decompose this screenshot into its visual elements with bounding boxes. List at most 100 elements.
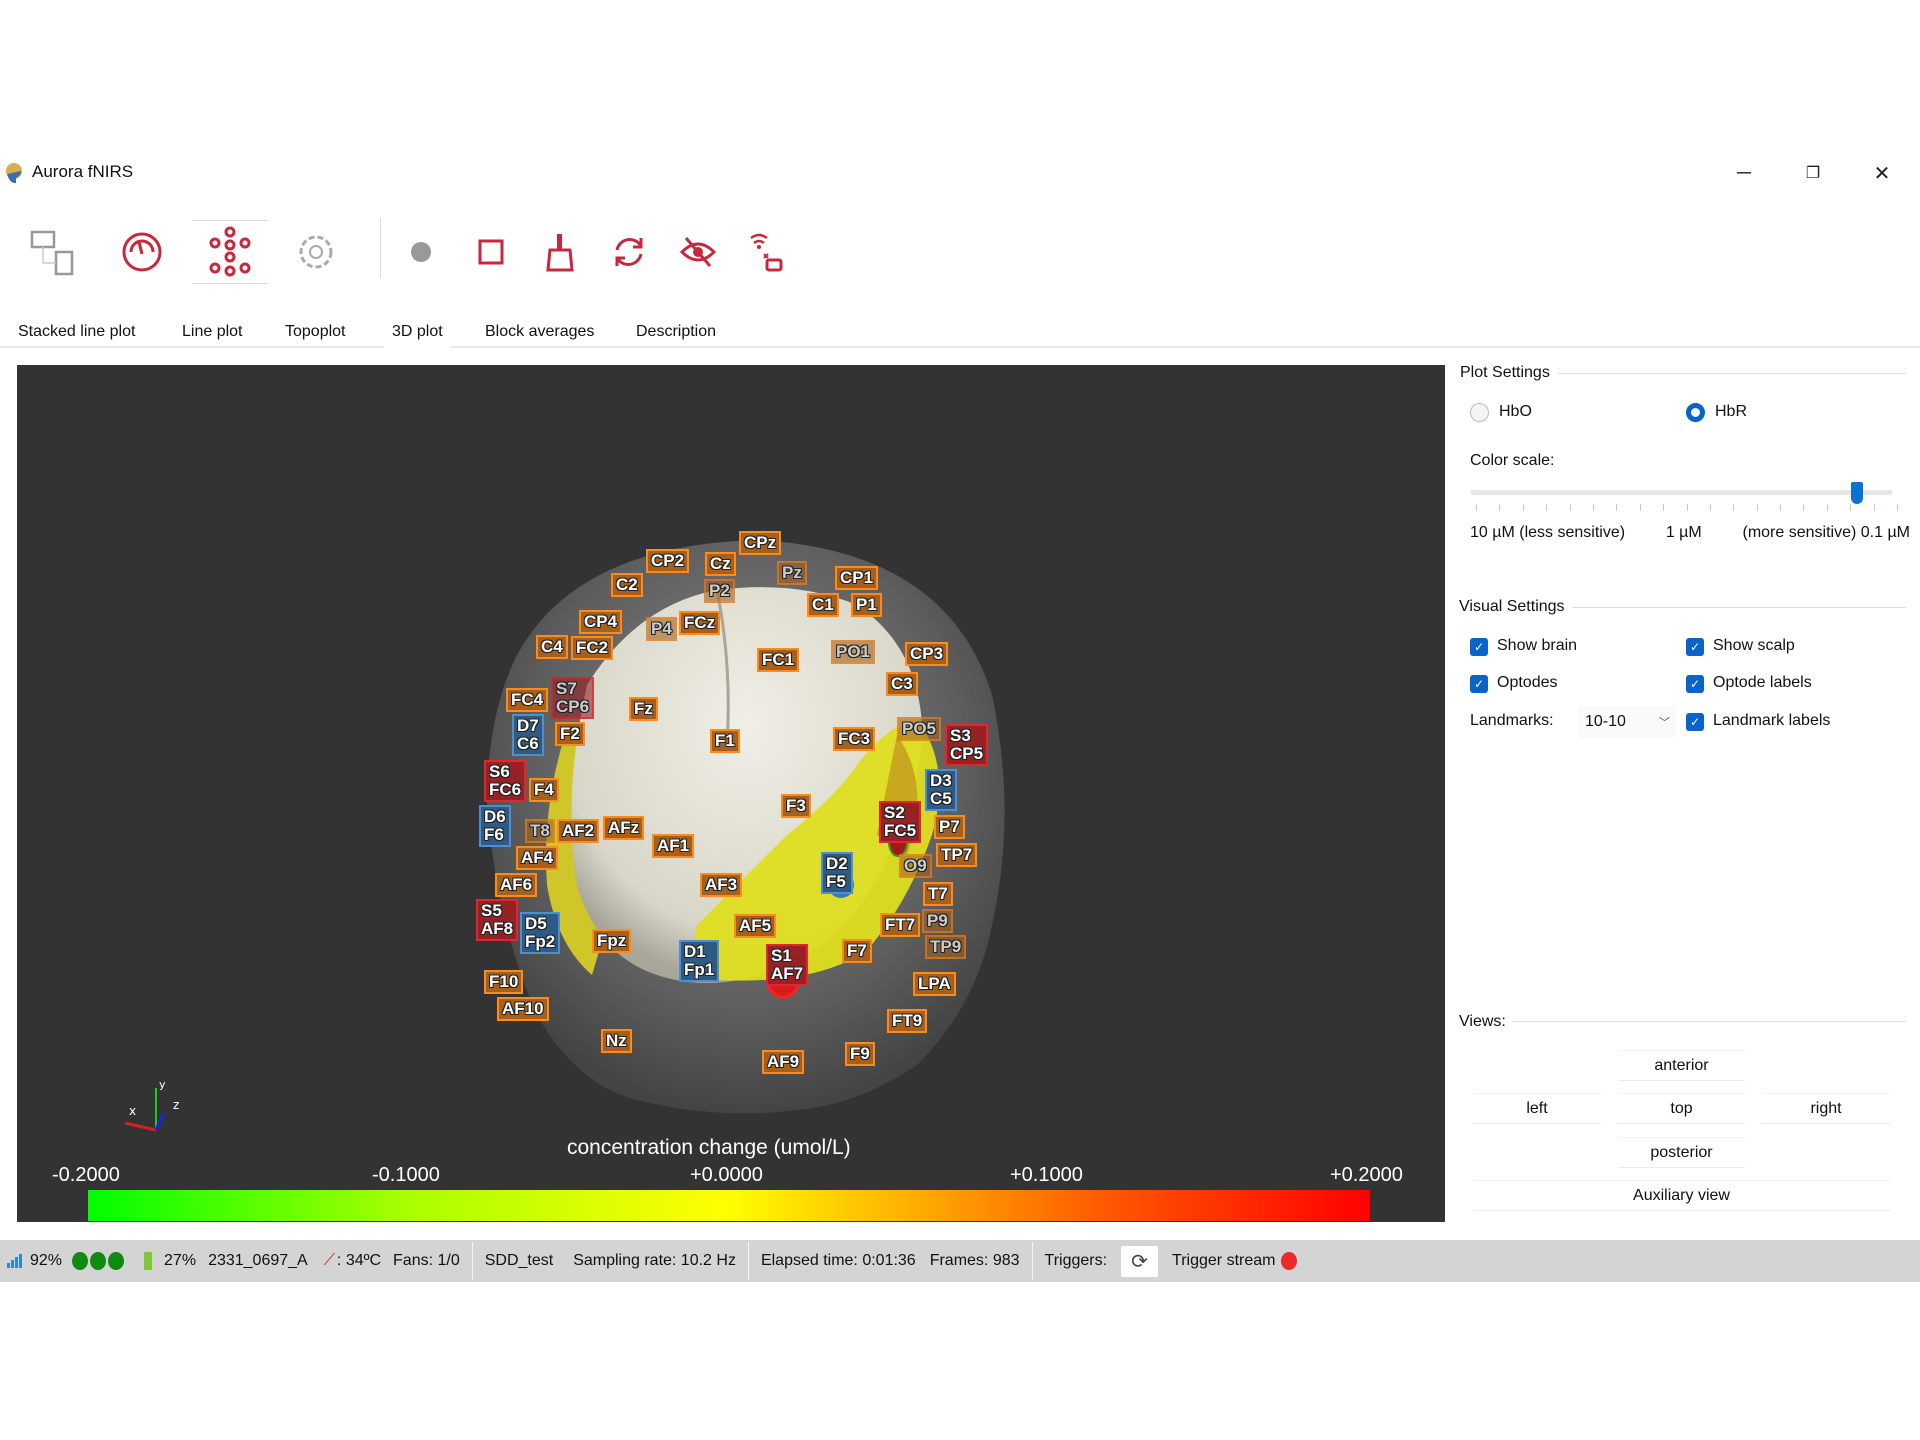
- landmark-label: C2: [611, 573, 643, 597]
- label-text: F3: [786, 796, 806, 815]
- label-text: C5: [930, 789, 952, 808]
- landmark-label: F1: [710, 729, 740, 753]
- divider: [1572, 607, 1906, 608]
- label-text: CP2: [651, 551, 685, 570]
- tab-stacked-line-plot[interactable]: Stacked line plot: [18, 323, 136, 340]
- label-text: TP9: [930, 937, 962, 956]
- landmark-labels-checkbox[interactable]: ✓: [1686, 713, 1704, 731]
- landmark-label: FC2: [571, 636, 614, 660]
- status-dot-icon: [72, 1252, 89, 1270]
- battery-icon: [144, 1252, 153, 1270]
- fans: Fans: 1/0: [393, 1252, 460, 1269]
- landmark-label: C3: [886, 672, 918, 696]
- label-text: Pz: [782, 563, 802, 582]
- optode-labels-checkbox[interactable]: ✓: [1686, 675, 1704, 693]
- label-text: Fp1: [684, 960, 715, 979]
- network-nodes-button[interactable]: [192, 220, 268, 284]
- clear-button[interactable]: [528, 220, 592, 284]
- disconnect-button[interactable]: [735, 220, 799, 284]
- label-text: O9: [904, 856, 927, 875]
- label-text: AF3: [705, 875, 738, 894]
- settings-button[interactable]: [284, 220, 348, 284]
- color-scale-slider-track[interactable]: [1471, 490, 1892, 495]
- optode-labels-label: Optode labels: [1713, 674, 1812, 691]
- view-top-button[interactable]: top: [1618, 1093, 1745, 1124]
- label-text: C2: [616, 575, 638, 594]
- trigger-stream-indicator: [1281, 1252, 1298, 1270]
- minimize-button[interactable]: ─: [1724, 158, 1764, 188]
- restore-button[interactable]: ❐: [1793, 158, 1833, 188]
- landmark-label: T7: [923, 882, 953, 906]
- landmarks-dropdown[interactable]: 10-10 ﹀: [1578, 706, 1676, 738]
- landmark-label: Fz: [629, 697, 658, 721]
- stop-button[interactable]: [459, 220, 523, 284]
- label-text: FC6: [489, 780, 522, 799]
- label-text: FT7: [885, 915, 916, 934]
- close-button[interactable]: ✕: [1862, 158, 1902, 188]
- status-separator: [471, 1242, 473, 1280]
- label-text: Fpz: [597, 931, 627, 950]
- label-text: FC1: [762, 650, 795, 669]
- label-text: CP4: [584, 612, 618, 631]
- tab-block-averages[interactable]: Block averages: [485, 323, 595, 340]
- scale-left-label: 10 µM (less sensitive): [1470, 524, 1626, 541]
- auxiliary-view-button[interactable]: Auxiliary view: [1473, 1180, 1890, 1211]
- view-anterior-button[interactable]: anterior: [1618, 1050, 1745, 1081]
- landmark-label: P9: [922, 909, 953, 933]
- optode-label: D7 C6: [512, 714, 544, 756]
- refresh-triggers-button[interactable]: ⟳: [1121, 1245, 1159, 1277]
- slider-tick: [1639, 504, 1641, 511]
- view-posterior-button[interactable]: posterior: [1618, 1137, 1745, 1168]
- show-brain-checkbox[interactable]: ✓: [1470, 638, 1488, 656]
- refresh-button[interactable]: [597, 220, 661, 284]
- record-button[interactable]: [389, 220, 453, 284]
- tab-topoplot[interactable]: Topoplot: [285, 323, 346, 340]
- config-name: SDD_test: [484, 1252, 554, 1269]
- hbr-radio[interactable]: [1686, 403, 1705, 422]
- app-logo-icon: [4, 162, 24, 189]
- signal-percent: 92%: [30, 1252, 63, 1269]
- view-right-button[interactable]: right: [1762, 1093, 1890, 1124]
- optodes-checkbox[interactable]: ✓: [1470, 675, 1488, 693]
- refresh-icon: [615, 238, 643, 266]
- tab-line-plot[interactable]: Line plot: [182, 323, 243, 340]
- optode-label: S6 FC6: [484, 760, 527, 802]
- label-text: Cz: [710, 554, 731, 573]
- scale-labels-row: 10 µM (less sensitive) 1 µM (more sensit…: [1470, 524, 1910, 542]
- 3d-plot-viewport[interactable]: y x z CPz CP2 Cz P2 Pz CP1 P1 C1 C2 CP4 FC2 C4 P4 FCz…: [17, 365, 1445, 1222]
- label-text: C1: [812, 595, 834, 614]
- label-text: F10: [489, 972, 519, 991]
- landmark-label: AF10: [497, 997, 549, 1021]
- landmark-label: CP2: [646, 549, 690, 573]
- layout-button[interactable]: [22, 220, 86, 284]
- slider-tick: [1780, 504, 1782, 511]
- show-scalp-checkbox[interactable]: ✓: [1686, 638, 1704, 656]
- label-text: AF7: [771, 964, 804, 983]
- label-text: S6: [489, 762, 510, 781]
- hide-button[interactable]: [666, 220, 730, 284]
- device-id: 2331_0697_A: [208, 1252, 308, 1269]
- status-separator: [747, 1242, 749, 1280]
- label-text: AF9: [767, 1052, 800, 1071]
- landmark-label: CPz: [739, 531, 782, 555]
- color-scale-slider-thumb[interactable]: [1851, 482, 1864, 504]
- frames: Frames: 983: [929, 1252, 1020, 1269]
- landmark-label: FC1: [757, 648, 800, 672]
- label-text: P1: [856, 595, 877, 614]
- speedometer-button[interactable]: [110, 220, 174, 284]
- landmark-label: PO5: [897, 717, 942, 741]
- head-render: y x z: [124, 540, 1005, 1132]
- slider-tick: [1897, 504, 1898, 511]
- slider-tick: [1756, 504, 1758, 511]
- tab-3d-plot[interactable]: 3D plot: [384, 320, 451, 350]
- tab-description[interactable]: Description: [636, 323, 717, 340]
- landmark-label: TP7: [936, 843, 978, 867]
- label-text: S5: [481, 901, 502, 920]
- label-text: D5: [525, 914, 547, 933]
- label-text: CP3: [910, 644, 944, 663]
- label-text: F1: [715, 731, 735, 750]
- landmark-label: F10: [484, 970, 524, 994]
- view-left-button[interactable]: left: [1473, 1093, 1601, 1124]
- landmark-label: AF2: [557, 819, 600, 843]
- hbo-radio[interactable]: [1470, 403, 1489, 422]
